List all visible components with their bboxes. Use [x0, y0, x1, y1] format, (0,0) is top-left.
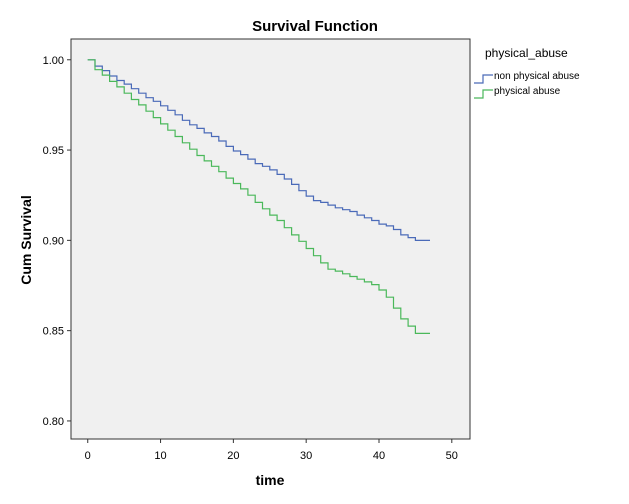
chart-title: Survival Function: [252, 18, 378, 35]
x-tick-label: 0: [85, 450, 91, 462]
x-tick-label: 50: [446, 450, 458, 462]
legend: physical_abuse non physical abuse physica…: [474, 46, 580, 99]
x-axis-label: time: [256, 472, 285, 488]
x-tick-label: 20: [227, 450, 239, 462]
series-line-physical-abuse: [87, 59, 430, 334]
y-axis-label: Cum Survival: [18, 195, 34, 284]
y-tick-label: 0.80: [43, 416, 64, 428]
x-tick-label: 30: [300, 450, 312, 462]
y-tick-label: 0.90: [43, 235, 64, 247]
legend-swatch: [474, 74, 493, 84]
x-tick-label: 40: [373, 450, 385, 462]
series-line-non-physical-abuse: [87, 59, 430, 241]
legend-item-label: physical abuse: [494, 86, 561, 97]
x-axis: 0 10 20 30 40 50: [85, 439, 458, 462]
legend-swatch: [474, 89, 493, 99]
x-tick-label: 10: [154, 450, 166, 462]
series-lines: [87, 59, 430, 334]
y-tick-label: 1.00: [43, 55, 64, 67]
y-axis: 0.80 0.85 0.90 0.95 1.00: [43, 55, 71, 428]
plot-area: [70, 38, 471, 440]
y-tick-label: 0.85: [43, 326, 64, 338]
y-tick-label: 0.95: [43, 145, 64, 157]
legend-title: physical_abuse: [485, 46, 568, 60]
legend-item-label: non physical abuse: [494, 71, 580, 82]
